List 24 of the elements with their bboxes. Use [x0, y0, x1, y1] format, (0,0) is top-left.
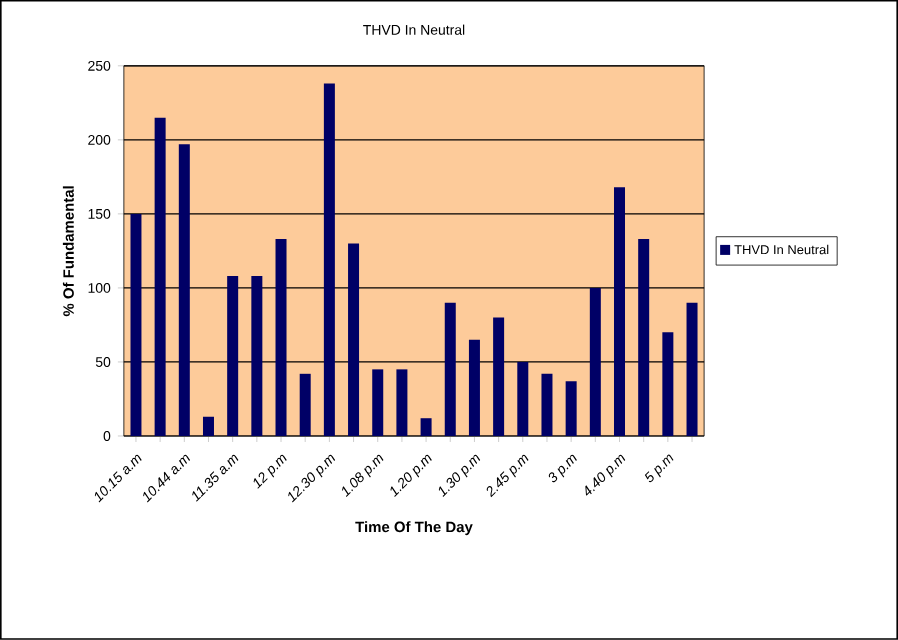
bar	[396, 369, 408, 437]
bar	[686, 302, 698, 437]
bar	[275, 239, 287, 437]
bar	[178, 144, 190, 437]
bar	[493, 317, 505, 437]
bar	[372, 369, 384, 437]
bar	[565, 381, 577, 437]
bar	[517, 362, 529, 437]
bar	[662, 332, 674, 437]
bar	[130, 213, 142, 437]
bar	[348, 243, 360, 437]
bar	[323, 83, 335, 437]
bar	[154, 117, 166, 437]
bar	[638, 239, 650, 437]
bar	[468, 339, 480, 437]
bar	[420, 418, 432, 437]
bar	[589, 287, 601, 437]
bar	[541, 373, 553, 437]
bar	[202, 416, 214, 437]
bar	[299, 373, 311, 437]
bar	[227, 276, 239, 437]
bar	[251, 276, 263, 437]
bar	[444, 302, 456, 437]
bar	[614, 187, 625, 437]
